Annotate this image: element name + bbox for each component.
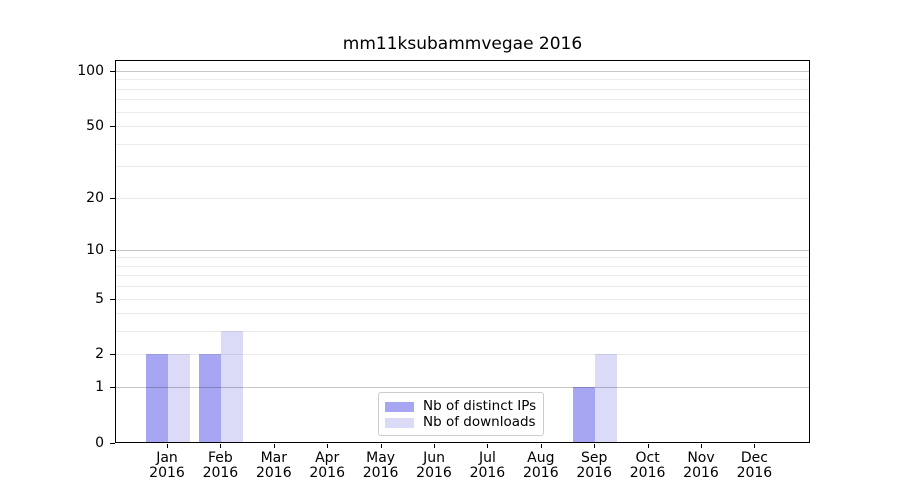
x-tick-label-sep: Sep 2016 [576, 450, 612, 481]
x-tick-mark-may [381, 444, 382, 448]
gridline-minor-3 [116, 331, 809, 333]
y-tick-label-5: 5 [95, 290, 104, 307]
x-tick-label-mar: Mar 2016 [255, 450, 292, 481]
gridline-minor-20 [116, 197, 809, 199]
y-tick-mark-5 [110, 299, 115, 300]
y-tick-mark-1 [110, 387, 115, 388]
x-tick-mark-dec [754, 444, 755, 448]
x-tick-label-jul: Jul 2016 [469, 450, 506, 481]
x-tick-mark-apr [327, 444, 328, 448]
gridline-minor-9 [116, 257, 809, 259]
legend-item-downloads: Nb of downloads [385, 414, 536, 430]
bar-downloads-jan [168, 354, 190, 442]
gridline-minor-6 [116, 286, 809, 288]
gridline-major-100 [116, 71, 809, 72]
bar-downloads-sep [595, 354, 618, 442]
gridline-major-1 [116, 387, 809, 389]
gridline-minor-4 [116, 313, 809, 315]
x-tick-label-may: May 2016 [362, 450, 399, 481]
x-tick-mark-jul [487, 444, 488, 448]
gridline-minor-60 [116, 111, 809, 113]
x-tick-mark-sep [594, 444, 595, 448]
gridline-minor-50 [116, 126, 809, 128]
y-tick-label-20: 20 [86, 189, 104, 206]
y-tick-mark-50 [110, 126, 115, 127]
plot-area [115, 60, 810, 443]
bar-downloads-feb [221, 331, 244, 442]
y-tick-mark-0 [110, 443, 115, 444]
legend-swatch-distinct-ips [385, 401, 414, 412]
x-tick-label-apr: Apr 2016 [309, 450, 345, 481]
bar-distinct-ips-feb [199, 354, 222, 442]
x-tick-label-aug: Aug 2016 [522, 450, 559, 481]
y-tick-label-1: 1 [95, 379, 104, 396]
x-tick-mark-oct [648, 444, 649, 448]
x-tick-mark-feb [220, 444, 221, 448]
gridline-minor-30 [116, 166, 809, 168]
y-tick-label-10: 10 [86, 241, 104, 258]
x-tick-mark-jan [167, 444, 168, 448]
x-tick-mark-aug [541, 444, 542, 448]
y-tick-mark-20 [110, 198, 115, 199]
gridline-minor-70 [116, 99, 809, 101]
gridline-minor-90 [116, 79, 809, 81]
y-tick-label-2: 2 [95, 346, 104, 363]
x-tick-mark-nov [701, 444, 702, 448]
y-tick-label-0: 0 [95, 435, 104, 451]
x-tick-label-jun: Jun 2016 [416, 450, 452, 481]
gridline-minor-80 [116, 88, 809, 90]
chart-title: mm11ksubammvegae 2016 [342, 34, 583, 54]
x-tick-mark-mar [274, 444, 275, 448]
y-tick-mark-10 [110, 250, 115, 251]
bar-distinct-ips-sep [573, 387, 596, 442]
gridline-major-10 [116, 249, 809, 251]
x-tick-label-nov: Nov 2016 [683, 450, 719, 481]
y-tick-label-100: 100 [77, 63, 104, 79]
x-tick-label-jan: Jan 2016 [149, 450, 185, 481]
y-tick-mark-2 [110, 354, 115, 355]
x-tick-mark-jun [434, 444, 435, 448]
gridline-minor-7 [116, 275, 809, 277]
gridline-minor-40 [116, 143, 809, 145]
legend-label-distinct-ips: Nb of distinct IPs [423, 398, 537, 414]
gridline-minor-5 [116, 298, 809, 300]
x-tick-label-oct: Oct 2016 [629, 450, 666, 481]
legend-label-downloads: Nb of downloads [423, 414, 536, 430]
y-tick-mark-100 [110, 71, 115, 72]
y-tick-label-50: 50 [86, 118, 104, 135]
legend-item-distinct-ips: Nb of distinct IPs [385, 398, 537, 414]
gridline-minor-2 [116, 354, 809, 356]
bar-distinct-ips-jan [146, 354, 168, 442]
legend: Nb of distinct IPs Nb of downloads [378, 392, 544, 436]
legend-swatch-downloads [385, 417, 414, 428]
gridline-minor-8 [116, 265, 809, 267]
x-tick-label-feb: Feb 2016 [202, 450, 239, 481]
x-tick-label-dec: Dec 2016 [736, 450, 773, 481]
